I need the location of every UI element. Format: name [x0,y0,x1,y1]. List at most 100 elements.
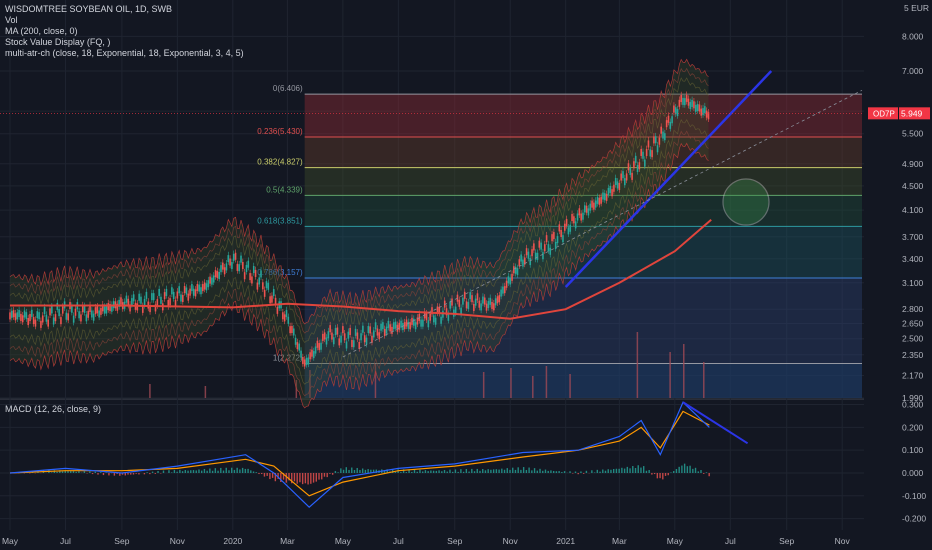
candle-body [631,172,633,180]
candle-body [573,216,575,224]
x-tick-label: Sep [779,536,794,546]
candle-body [482,296,484,304]
candle-body [94,307,97,315]
candle-body [669,121,672,129]
candle-body [116,303,119,311]
macd-histogram-bar [394,471,397,473]
vol-legend[interactable]: Vol [5,15,18,25]
volume-bar [569,374,571,398]
candle-body [212,275,215,283]
fib-zone [304,94,862,138]
macd-histogram-bar [361,468,364,473]
candle-body [413,318,415,326]
macd-histogram-bar [487,469,489,473]
macd-histogram-bar [307,472,309,485]
macd-histogram-bar [323,472,326,477]
macd-histogram-bar [476,468,478,473]
macd-histogram-bar [610,469,612,473]
price-tick-label: 1.990 [902,393,924,403]
candle-body [60,317,62,325]
candle-body [54,314,57,322]
candle-body [225,263,228,271]
candle-body [272,289,275,297]
macd-histogram-bar [170,472,173,473]
candle-body [189,288,191,296]
volume-bar [374,364,377,398]
svd-legend[interactable]: Stock Value Display (FQ, ) [5,37,111,47]
ma-legend[interactable]: MA (200, close, 0) [5,26,78,36]
candle-body [249,273,251,281]
macd-histogram-bar [127,472,129,475]
candle-body [89,304,91,312]
macd-histogram-bar [100,472,102,473]
macd-histogram-bar [337,472,339,473]
macd-histogram-bar [154,472,157,474]
macd-histogram-bar [64,470,66,473]
candle-body [222,262,224,270]
candle-body [644,159,646,167]
candle-body [529,258,532,266]
candle-body [343,333,346,341]
candle-body [103,306,106,314]
macd-histogram-bar [247,468,249,473]
volume-bar [149,384,151,398]
candle-body [629,167,632,175]
candle-body [396,324,399,332]
macd-histogram-bar [694,467,697,473]
price-tick-label: 4.100 [902,205,924,215]
candle-body [309,352,311,360]
candle-body [143,298,146,306]
candle-body [356,332,359,340]
candle-body [671,116,673,124]
macd-histogram-bar [209,468,211,473]
macd-histogram-bar [192,470,195,473]
candle-body [567,227,570,235]
candle-body [602,192,604,200]
macd-histogram-bar [231,467,233,473]
candle-body [21,315,24,323]
candle-body [656,145,659,153]
candle-body [362,325,364,333]
atr-band [9,118,709,385]
candle-body [231,262,233,270]
candle-body [307,357,310,365]
candle-body [429,313,431,321]
candle-body [336,327,339,335]
atr-legend[interactable]: multi-atr-ch (close, 18, Exponential, 18… [5,48,244,58]
candle-body [562,235,564,243]
candle-body [542,252,544,260]
macd-histogram-bar [124,472,126,476]
candle-body [351,339,353,348]
macd-histogram-bar [678,466,680,473]
candle-body [496,296,499,304]
candle-body [507,276,510,284]
macd-histogram-bar [359,469,361,473]
macd-histogram-bar [102,472,105,476]
candle-body [252,266,255,274]
candle-body [12,310,15,318]
macd-histogram-bar [383,470,386,473]
candle-body [138,293,140,301]
volume-bar [545,366,548,398]
macd-histogram-bar [432,470,435,473]
macd-tick-label: -0.100 [902,491,926,501]
macd-histogram-bar [413,469,416,473]
macd-histogram-bar [585,470,588,473]
candle-body [624,178,626,186]
macd-legend[interactable]: MACD (12, 26, close, 9) [5,404,102,414]
macd-histogram-bar [91,472,94,475]
candle-body [427,320,430,328]
candle-body [591,200,593,208]
macd-histogram-bar [138,472,140,475]
symbol-title[interactable]: WISDOMTREE SOYBEAN OIL, 1D, SWB [5,4,173,14]
macd-histogram-bar [558,471,560,473]
candle-body [101,304,104,312]
macd-histogram-bar [435,470,438,473]
candle-body [605,193,608,201]
volume-bar [309,370,311,398]
candle-body [342,326,344,334]
candle-body [332,337,335,345]
candle-body [525,248,528,256]
